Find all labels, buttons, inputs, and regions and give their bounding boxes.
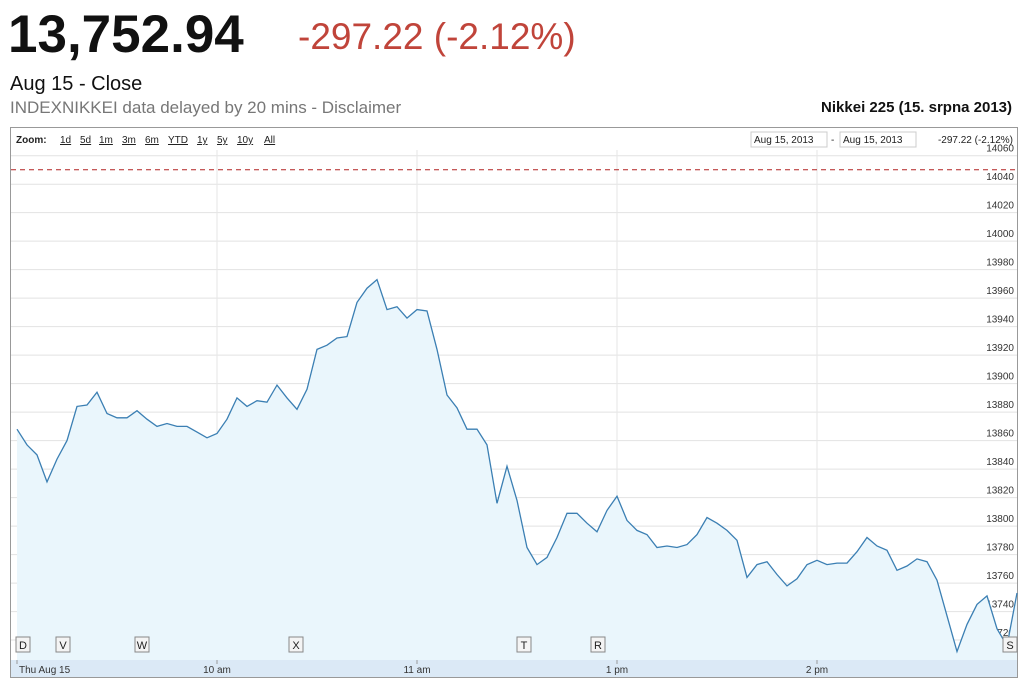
zoom-option[interactable]: 1y [197,135,208,146]
news-flag-label[interactable]: W [137,640,148,652]
y-tick-label: 13780 [986,543,1014,554]
y-tick-label: 14060 [986,144,1014,155]
news-flag[interactable] [516,636,532,653]
range-box [750,131,828,148]
news-flag[interactable] [134,636,150,653]
y-tick-label: 13860 [986,429,1014,440]
y-tick-label: 13820 [986,486,1014,497]
zoom-option[interactable]: 1d [60,135,71,146]
price: 13,752.94 [8,5,244,64]
x-tick-label: Thu Aug 15 [19,665,71,676]
news-flag[interactable] [590,636,606,653]
chart-title: Nikkei 225 (15. srpna 2013) [821,99,1012,116]
news-flag-label[interactable]: V [59,640,67,652]
y-tick-label: 13880 [986,400,1014,411]
zoom-option[interactable]: All [264,135,275,146]
price-line [16,278,1018,654]
zoom-label: Zoom: [16,135,47,146]
y-tick-label: 13920 [986,343,1014,354]
zoom-option[interactable]: YTD [168,135,188,146]
zoom-option[interactable]: 3m [122,135,136,146]
y-tick-label: 13840 [986,457,1014,468]
x-axis-band [11,660,1017,677]
y-tick-label: 13940 [986,315,1014,326]
range-end: Aug 15, 2013 [843,135,903,146]
x-tick-label: 10 am [203,665,231,676]
x-tick-label: 1 pm [606,665,628,676]
news-flag-label[interactable]: T [521,640,528,652]
range-box [839,131,917,148]
change: -297.22 (-2.12%) [298,16,576,57]
y-tick-label: 13980 [986,258,1014,269]
range-change: -297.22 (-2.12%) [938,135,1013,146]
zoom-option[interactable]: 5d [80,135,91,146]
zoom-option[interactable]: 10y [237,135,253,146]
y-tick-label: 13900 [986,372,1014,383]
source[interactable]: INDEXNIKKEI data delayed by 20 mins - Di… [10,98,401,117]
news-flag[interactable] [288,636,304,653]
y-tick-label: 14040 [986,172,1014,183]
zoom-option[interactable]: 6m [145,135,159,146]
news-flag-label[interactable]: X [292,640,300,652]
x-tick-label: 2 pm [806,665,828,676]
y-tick-label: 13760 [986,571,1014,582]
area-fill [17,279,1017,660]
range-separator: - [831,135,834,146]
y-tick-label: 14020 [986,201,1014,212]
news-flag[interactable] [1002,636,1018,653]
news-flag[interactable] [55,636,71,653]
news-flag-label[interactable]: R [594,640,602,652]
news-flag[interactable] [15,636,31,653]
y-tick-label: 13800 [986,514,1014,525]
zoom-option[interactable]: 5y [217,135,228,146]
range-start: Aug 15, 2013 [754,135,814,146]
status: Aug 15 - Close [10,73,142,95]
x-tick-label: 11 am [403,665,430,676]
y-tick-label: 14000 [986,229,1014,240]
news-flag-label[interactable]: S [1006,640,1013,652]
zoom-option[interactable]: 1m [99,135,113,146]
news-flag-label[interactable]: D [19,640,27,652]
y-tick-label: 13960 [986,286,1014,297]
y-tick-label: 13740 [986,600,1014,611]
